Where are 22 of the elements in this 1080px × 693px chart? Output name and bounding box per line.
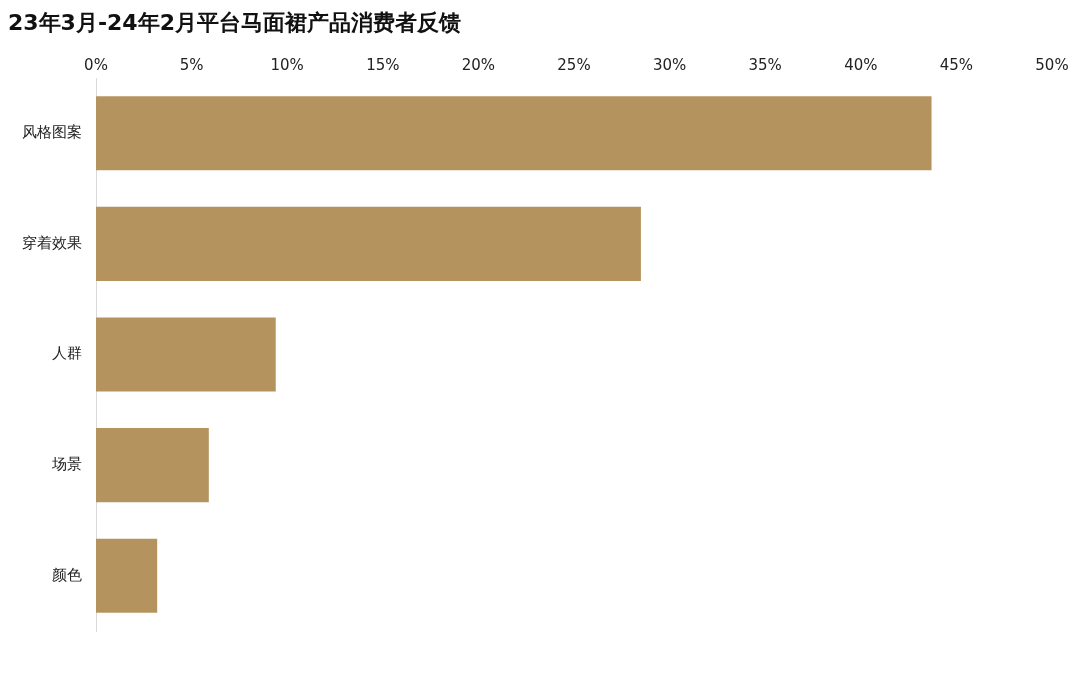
x-tick-label: 20% [461,55,496,74]
x-tick-label: 35% [748,55,782,74]
x-tick-label: 0% [84,55,108,74]
x-tick-label: 45% [939,55,974,74]
x-tick-label: 15% [366,55,400,74]
bar [96,538,158,613]
x-tick-label: 30% [652,55,687,74]
chart-title: 23年3月-24年2月平台马面裙产品消费者反馈 [8,9,462,37]
y-tick-label: 场景 [51,454,82,473]
bar [96,206,641,281]
bar [96,317,276,392]
x-tick-label: 50% [1035,55,1069,74]
bar [96,428,209,503]
x-tick-label: 10% [270,55,304,74]
y-tick-label: 颜色 [52,565,82,584]
y-tick-label: 人群 [52,344,82,363]
y-tick-label: 穿着效果 [22,233,82,252]
x-tick-label: 25% [557,55,591,74]
x-tick-label: 5% [179,55,204,74]
x-tick-label: 40% [844,55,878,74]
bar [96,96,932,171]
y-tick-label: 风格图案 [22,123,82,142]
